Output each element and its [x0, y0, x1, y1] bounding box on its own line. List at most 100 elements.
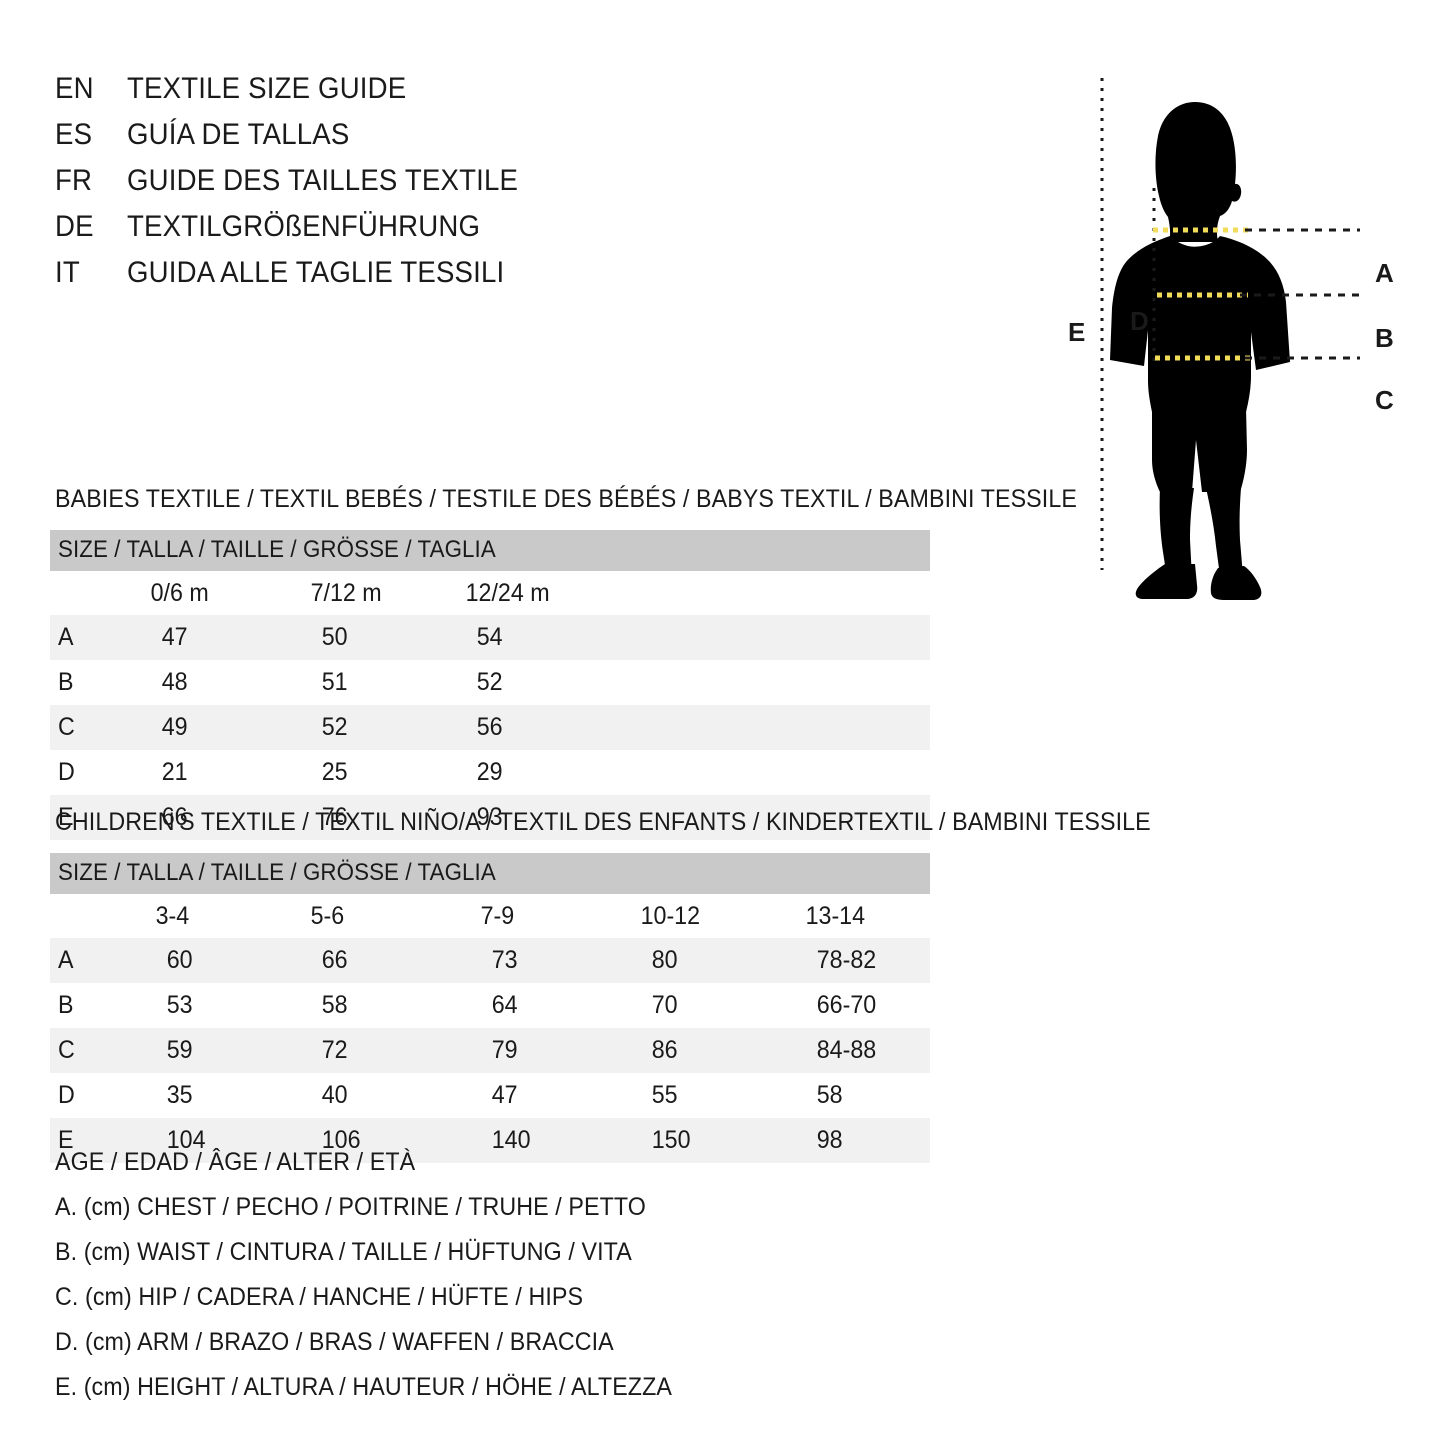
babies-column-header-1: 7/12 m: [305, 571, 460, 615]
legend-line-e-height: E. (cm) HEIGHT / ALTURA / HAUTEUR / HÖHE…: [55, 1373, 672, 1401]
babies-cell-e-0: 66: [145, 795, 305, 840]
children-row-label-d: D: [58, 1081, 75, 1109]
children-cell-d-0: 35: [166, 1081, 193, 1109]
legend-line-a-chest: A. (cm) CHEST / PECHO / POITRINE / TRUHE…: [55, 1193, 646, 1221]
table-row: D 35 40 47 55 58: [50, 1073, 930, 1118]
babies-corner-cell: [50, 571, 145, 615]
figure-label-a: A: [1375, 258, 1394, 288]
children-cell-e-4: 98: [800, 1118, 931, 1163]
measurement-legend: AGE / EDAD / ÂGE / ALTER / ETÀ A. (cm) C…: [55, 1140, 755, 1410]
babies-cell-c-1: 52: [305, 705, 460, 750]
children-column-header-3: 10-12: [635, 894, 800, 938]
children-band-label: SIZE / TALLA / TAILLE / GRÖSSE / TAGLIA: [50, 853, 931, 894]
children-cell-e-0: 104: [150, 1118, 305, 1163]
babies-size-table: SIZE / TALLA / TAILLE / GRÖSSE / TAGLIA …: [50, 530, 931, 840]
babies-row-label-a: A: [50, 615, 145, 660]
children-row-label-c: C: [50, 1028, 150, 1073]
children-row-label-e: E: [50, 1118, 150, 1163]
language-code-it: IT: [55, 256, 80, 289]
children-cell-e-3: 150: [635, 1118, 800, 1163]
babies-row-label-b: B: [58, 668, 74, 696]
table-row: B 53 58 64 70 66-70: [50, 983, 930, 1028]
language-row-it: IT GUIDA ALLE TAGLIE TESSILI: [55, 256, 675, 302]
figure-label-d: D: [1130, 306, 1149, 336]
children-cell-b-2: 64: [491, 991, 518, 1019]
children-cell-d-4: 58: [816, 1081, 843, 1109]
children-cell-d-1: 40: [321, 1081, 348, 1109]
child-silhouette-svg: [1100, 78, 1360, 600]
table-row: C 59 72 79 86 84-88: [50, 1028, 931, 1073]
children-cell-a-4: 78-82: [800, 938, 931, 983]
language-row-fr: FR GUIDE DES TAILLES TEXTILE: [55, 164, 675, 210]
children-column-header-1: 5-6: [305, 894, 475, 938]
babies-cell-d-0: 21: [161, 758, 188, 786]
babies-cell-b-1: 51: [321, 668, 348, 696]
language-text-fr: GUIDE DES TAILLES TEXTILE: [127, 164, 519, 197]
children-cell-b-0: 53: [166, 991, 193, 1019]
babies-cell-d-2: 29: [476, 758, 503, 786]
language-code-es: ES: [55, 118, 93, 151]
children-column-header-4: 13-14: [800, 894, 931, 938]
language-header-block: EN TEXTILE SIZE GUIDE ES GUÍA DE TALLAS …: [55, 72, 675, 302]
babies-band-label: SIZE / TALLA / TAILLE / GRÖSSE / TAGLIA: [50, 530, 931, 571]
children-column-header-row: 3-4 5-6 7-9 10-12 13-14: [50, 894, 931, 938]
language-text-es: GUÍA DE TALLAS: [127, 118, 350, 151]
language-text-en: TEXTILE SIZE GUIDE: [127, 72, 407, 105]
children-corner-cell: [50, 894, 150, 938]
children-row-label-a: A: [50, 938, 150, 983]
children-column-header-0: 3-4: [150, 894, 305, 938]
language-text-it: GUIDA ALLE TAGLIE TESSILI: [127, 256, 505, 289]
language-code-de: DE: [55, 210, 94, 243]
child-silhouette-icon: [1110, 102, 1290, 600]
children-cell-a-2: 73: [475, 938, 635, 983]
babies-section-title: BABIES TEXTILE / TEXTIL BEBÉS / TESTILE …: [55, 485, 1077, 513]
children-cell-b-1: 58: [321, 991, 348, 1019]
figure-label-b: B: [1375, 323, 1394, 353]
children-row-label-b: B: [58, 991, 74, 1019]
children-cell-c-1: 72: [305, 1028, 475, 1073]
table-row: C 49 52 56: [50, 705, 931, 750]
table-row: A 47 50 54: [50, 615, 931, 660]
children-cell-a-3: 80: [635, 938, 800, 983]
children-band-header-row: SIZE / TALLA / TAILLE / GRÖSSE / TAGLIA: [50, 853, 931, 894]
babies-cell-a-2: 54: [460, 615, 931, 660]
babies-column-header-row: 0/6 m 7/12 m 12/24 m: [50, 571, 931, 615]
babies-cell-d-1: 25: [321, 758, 348, 786]
language-row-de: DE TEXTILGRÖßENFÜHRUNG: [55, 210, 675, 256]
children-cell-c-0: 59: [150, 1028, 305, 1073]
language-code-fr: FR: [55, 164, 93, 197]
legend-line-c-hip: C. (cm) HIP / CADERA / HANCHE / HÜFTE / …: [55, 1283, 584, 1311]
legend-line-b-waist: B. (cm) WAIST / CINTURA / TAILLE / HÜFTU…: [55, 1238, 632, 1266]
legend-line-d-arm: D. (cm) ARM / BRAZO / BRAS / WAFFEN / BR…: [55, 1328, 614, 1356]
language-row-es: ES GUÍA DE TALLAS: [55, 118, 675, 164]
babies-row-label-d: D: [58, 758, 75, 786]
babies-cell-a-1: 50: [305, 615, 460, 660]
babies-cell-c-2: 56: [460, 705, 931, 750]
babies-cell-b-0: 48: [161, 668, 188, 696]
children-column-header-2: 7-9: [475, 894, 635, 938]
babies-row-label-e: E: [50, 795, 145, 840]
children-section-title: CHILDREN'S TEXTILE / TEXTIL NIÑO/A / TEX…: [55, 808, 1151, 836]
children-cell-c-3: 86: [635, 1028, 800, 1073]
table-row: A 60 66 73 80 78-82: [50, 938, 931, 983]
language-text-de: TEXTILGRÖßENFÜHRUNG: [127, 210, 481, 243]
children-cell-e-1: 106: [305, 1118, 475, 1163]
babies-cell-b-2: 52: [476, 668, 503, 696]
legend-line-age: AGE / EDAD / ÂGE / ALTER / ETÀ: [55, 1148, 416, 1176]
figure-label-e: E: [1068, 317, 1086, 347]
babies-column-header-2: 12/24 m: [460, 571, 931, 615]
babies-cell-e-2: 93: [460, 795, 931, 840]
children-cell-b-3: 70: [651, 991, 678, 1019]
children-cell-d-2: 47: [491, 1081, 518, 1109]
children-cell-c-4: 84-88: [800, 1028, 931, 1073]
children-cell-d-3: 55: [651, 1081, 678, 1109]
babies-cell-a-0: 47: [145, 615, 305, 660]
babies-cell-e-1: 76: [305, 795, 460, 840]
table-row: E 66 76 93: [50, 795, 931, 840]
table-row: B 48 51 52: [50, 660, 930, 705]
babies-cell-c-0: 49: [145, 705, 305, 750]
children-cell-a-0: 60: [150, 938, 305, 983]
table-row: D 21 25 29: [50, 750, 930, 795]
language-code-en: EN: [55, 72, 94, 105]
babies-row-label-c: C: [50, 705, 145, 750]
